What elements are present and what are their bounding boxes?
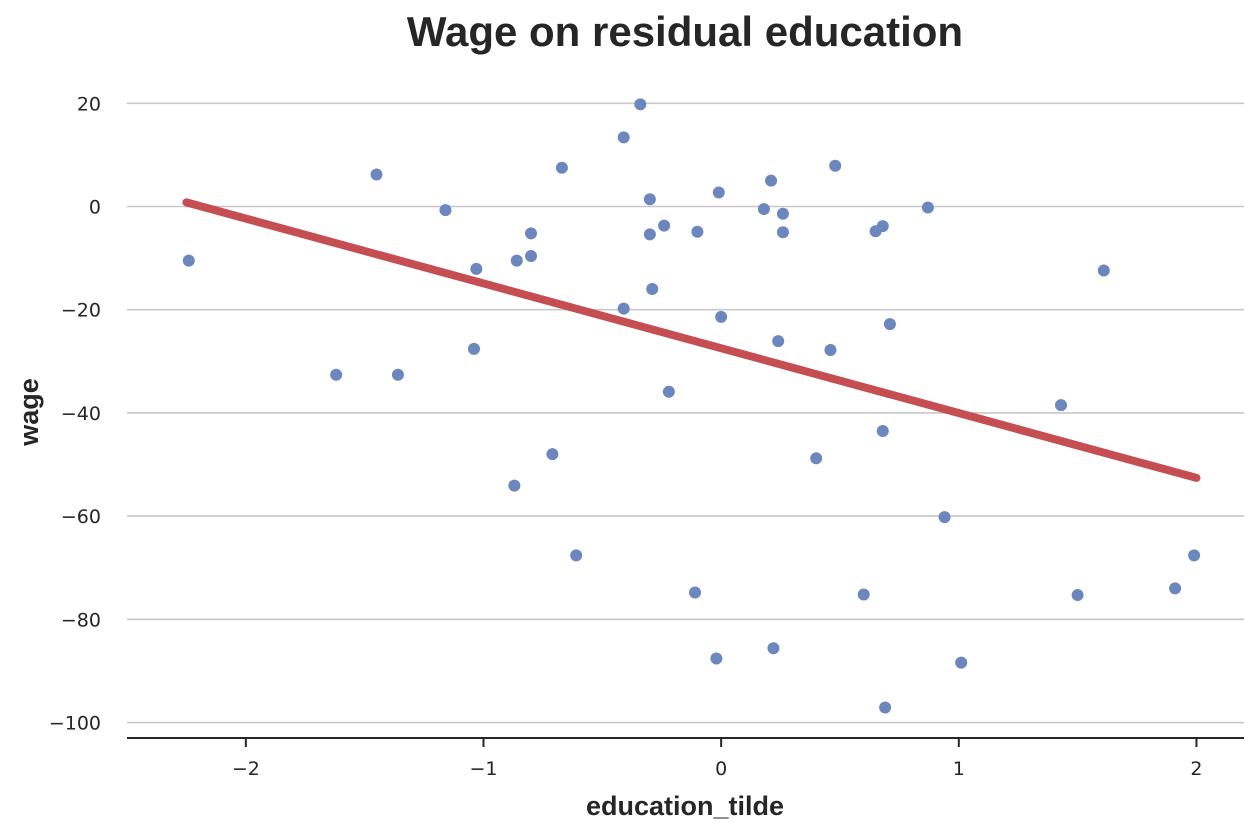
y-tick-label: 0 [89,196,101,218]
data-point [715,310,728,323]
data-point [525,250,538,263]
y-tick-label: −80 [61,609,101,631]
data-point [570,549,583,562]
data-point [643,228,656,241]
data-point [767,642,780,655]
x-ticks: −2 −1 0 1 2 [232,738,1203,780]
data-point [467,342,480,355]
data-point [776,207,789,220]
y-tick-label: −20 [61,300,101,322]
data-point [370,168,383,181]
regression-line [182,198,1201,482]
data-point [470,262,483,275]
data-point [876,424,889,437]
data-point [883,318,896,331]
data-point [757,203,770,216]
data-point [938,511,951,524]
data-point [508,479,521,492]
data-point [643,193,656,206]
data-point [617,131,630,144]
y-gridlines [127,102,1244,724]
data-point [1169,582,1182,595]
data-point [182,254,195,267]
data-point [646,283,659,296]
y-ticks: 20 0 −20 −40 −60 −80 −100 [49,93,101,734]
x-tick-label: −1 [469,758,497,780]
y-tick-label: −100 [49,713,101,735]
data-point [1188,549,1201,562]
data-point [691,225,704,238]
data-point [330,368,343,381]
x-tick-label: −2 [232,758,260,780]
data-point [439,204,452,217]
x-tick-label: 1 [953,758,965,780]
data-point [1055,399,1068,412]
y-tick-label: −60 [61,506,101,528]
x-tick-label: 2 [1190,758,1202,780]
data-point [658,219,671,232]
regression-line-group [182,198,1201,482]
data-point [1071,589,1084,602]
data-point [824,343,837,356]
chart-title: Wage on residual education [407,8,963,55]
data-point [1097,264,1110,277]
x-axis-label: education_tilde [586,791,784,821]
y-axis-label: wage [14,378,44,447]
data-point [634,98,647,111]
data-point [525,227,538,240]
data-point [776,226,789,239]
data-point [546,448,559,461]
data-point [772,335,785,348]
data-point [765,174,778,187]
x-tick-label: 0 [715,758,727,780]
data-point [857,588,870,601]
data-point [555,161,568,174]
data-point [876,220,889,233]
data-point [712,186,725,199]
data-point [510,254,523,267]
data-point [810,452,823,465]
data-point [955,656,968,669]
y-tick-label: −40 [61,403,101,425]
data-point [710,652,723,665]
data-point [391,368,404,381]
data-point [921,201,934,214]
data-point [617,302,630,315]
data-point [879,701,892,714]
y-tick-label: 20 [77,93,101,115]
data-point [662,385,675,398]
data-point [689,586,702,599]
scatter-points [182,98,1201,714]
data-point [829,159,842,172]
